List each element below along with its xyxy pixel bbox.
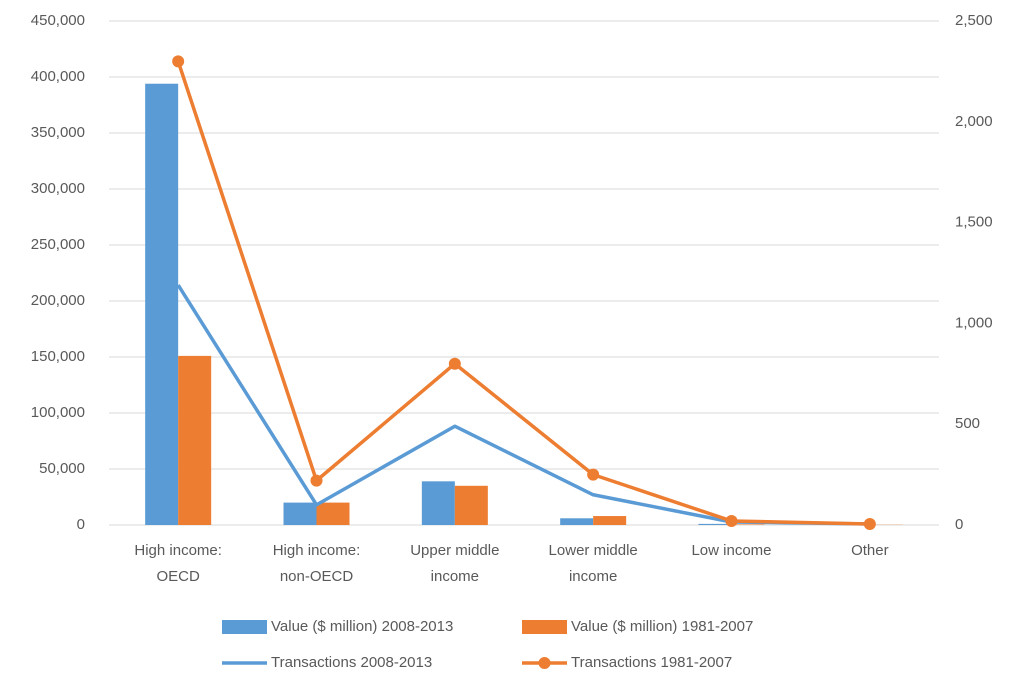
marker [172,55,185,68]
legend-swatch [222,620,267,634]
marker [587,468,600,481]
legend-label: Value ($ million) 1981-2007 [571,618,753,635]
bar [178,355,212,525]
bar [698,523,732,525]
y-tick-label: 450,000 [31,12,85,29]
y2-tick-label: 0 [955,516,963,533]
y-tick-label: 0 [77,516,85,533]
x-tick-label: High income: OECD [134,542,222,585]
marker [725,514,738,527]
y-tick-label: 100,000 [31,404,85,421]
legend-marker [538,657,551,669]
line [176,60,870,526]
y-tick-label: 300,000 [31,180,85,197]
bar [145,83,179,525]
y-tick-label: 50,000 [39,460,85,477]
legend-label: Transactions 1981-2007 [571,654,732,671]
y-tick-label: 400,000 [31,68,85,85]
bar [731,524,765,525]
legend-swatch [522,620,567,634]
bar [316,502,350,525]
y2-tick-label: 2,000 [955,113,993,130]
legend-label: Value ($ million) 2008-2013 [271,618,453,635]
bar [421,481,455,525]
y-tick-label: 200,000 [31,292,85,309]
marker [863,517,876,530]
y2-tick-label: 2,500 [955,12,993,29]
bar [593,516,627,525]
line [176,284,870,526]
y2-tick-label: 1,500 [955,214,993,231]
y-tick-label: 350,000 [31,124,85,141]
legend-label: Transactions 2008-2013 [271,654,432,671]
bar [560,518,594,525]
x-tick-label: Other [851,542,889,559]
x-tick-label: Upper middle income [410,542,500,585]
y-tick-label: 150,000 [31,348,85,365]
x-tick-label: Low income [691,542,772,559]
y-tick-label: 250,000 [31,236,85,253]
marker [310,474,323,487]
y2-tick-label: 500 [955,415,980,432]
x-tick-label: Lower middle income [548,542,638,585]
y2-tick-label: 1,000 [955,314,993,331]
x-tick-label: High income: non-OECD [272,542,361,585]
marker [448,357,461,370]
bar [283,502,317,525]
bar [454,485,488,525]
